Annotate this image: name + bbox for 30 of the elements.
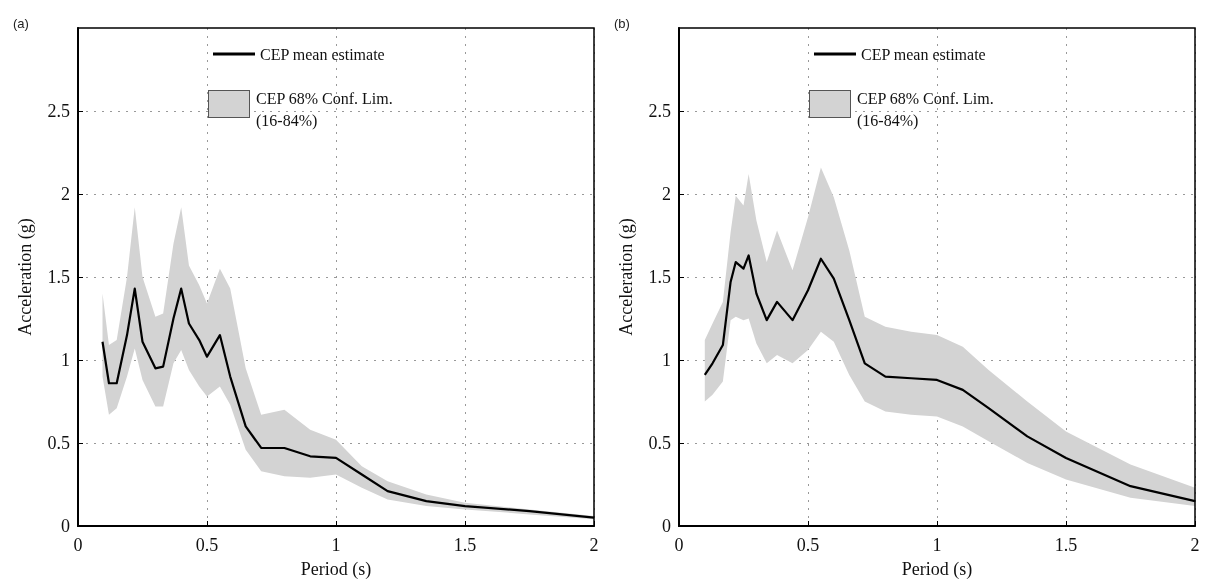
x-tick-label: 1.5 [1054, 535, 1078, 555]
x-tick-label: 1.5 [453, 535, 477, 555]
legend-label: CEP mean estimate [260, 45, 385, 63]
x-tick-label: 0.5 [195, 535, 219, 555]
y-tick-label: 2 [662, 184, 671, 204]
x-tick-label: 0.5 [796, 535, 820, 555]
x-tick-label: 2 [1190, 535, 1200, 555]
y-tick-label: 2 [61, 184, 70, 204]
y-axis-title: Acceleration (g) [15, 218, 36, 336]
chart-title: (b) [614, 16, 630, 31]
annotation: CEP 68% Conf. Lim. (16-84%) [857, 89, 995, 132]
x-tick-label: 1 [331, 535, 341, 555]
y-tick-label: 2.5 [47, 101, 70, 121]
y-tick-label: 1.5 [648, 267, 671, 287]
x-axis-title: Period (s) [300, 559, 372, 580]
x-tick-label: 1 [932, 535, 942, 555]
x-tick-label: 2 [589, 535, 599, 555]
y-tick-label: 1 [662, 350, 671, 370]
y-tick-label: 0 [61, 516, 70, 536]
legend-label: CEP mean estimate [861, 45, 986, 63]
y-axis-title: Acceleration (g) [616, 218, 637, 336]
annotation: CEP 68% Conf. Lim. (16-84%) [256, 89, 394, 132]
x-axis-title: Period (s) [901, 559, 973, 580]
y-tick-label: 0 [662, 516, 671, 536]
y-tick-label: 1 [61, 350, 70, 370]
chart-title: (a) [13, 16, 29, 31]
y-tick-label: 0.5 [47, 433, 70, 453]
y-tick-label: 0.5 [648, 433, 671, 453]
y-tick-label: 1.5 [47, 267, 70, 287]
y-tick-label: 2.5 [648, 101, 671, 121]
